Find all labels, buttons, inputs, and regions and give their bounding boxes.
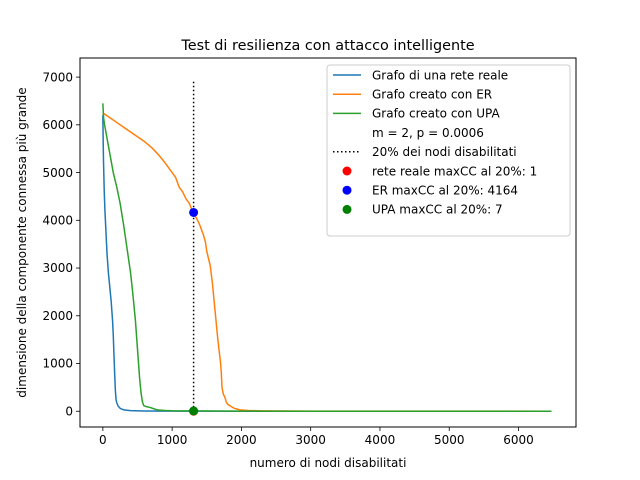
- x-tick-label: 5000: [434, 433, 465, 447]
- x-tick-label: 3000: [295, 433, 326, 447]
- x-tick-label: 4000: [365, 433, 396, 447]
- chart-title: Test di resilienza con attacco intellige…: [180, 38, 474, 54]
- y-tick-label: 4000: [42, 214, 73, 228]
- y-tick-label: 0: [65, 404, 73, 418]
- plot-frame: [79, 57, 577, 428]
- legend-label: Grafo di una rete reale: [372, 68, 508, 82]
- y-tick-label: 5000: [42, 166, 73, 180]
- plot-area: [102, 79, 552, 412]
- highlight-points: [189, 207, 199, 416]
- y-axis-ticks: 0 1000 2000 3000 4000 5000 6000 7000: [42, 70, 80, 418]
- x-axis-label: numero di nodi disabilitati: [250, 456, 407, 470]
- y-tick-label: 2000: [42, 309, 73, 323]
- x-tick-label: 2000: [226, 433, 257, 447]
- highlight-point-2: [189, 406, 199, 416]
- legend-label: Grafo creato con ER: [372, 88, 492, 102]
- legend-label: ER maxCC al 20%: 4164: [372, 184, 518, 198]
- legend-marker-swatch: [342, 185, 352, 195]
- series-line-2: [102, 103, 552, 412]
- legend-marker-swatch: [342, 166, 352, 176]
- series-line-0: [102, 115, 552, 412]
- series-line-1: [102, 112, 552, 412]
- y-tick-label: 1000: [42, 357, 73, 371]
- legend-items: Grafo di una rete reale Grafo creato con …: [333, 68, 537, 217]
- legend-label: UPA maxCC al 20%: 7: [372, 203, 503, 217]
- y-tick-label: 3000: [42, 261, 73, 275]
- legend-marker-swatch: [342, 204, 352, 214]
- x-axis-ticks: 0 1000 2000 3000 4000 5000 6000: [99, 427, 534, 447]
- legend: Grafo di una rete reale Grafo creato con …: [326, 64, 571, 237]
- legend-label: 20% dei nodi disabilitati: [372, 145, 517, 159]
- highlight-point-1: [189, 207, 199, 217]
- x-tick-label: 1000: [157, 433, 188, 447]
- axes: 0 1000 2000 3000 4000 5000 6000 0 1000 2000 3000 4…: [42, 57, 577, 447]
- legend-box: [326, 64, 571, 237]
- legend-label: rete reale maxCC al 20%: 1: [372, 164, 537, 178]
- y-tick-label: 7000: [42, 70, 73, 84]
- y-tick-label: 6000: [42, 118, 73, 132]
- legend-label: Grafo creato con UPA: [372, 107, 500, 121]
- y-axis-label: dimensione della componente connessa più…: [15, 87, 29, 397]
- x-tick-label: 0: [99, 433, 107, 447]
- legend-label: m = 2, p = 0.0006: [372, 126, 484, 140]
- x-tick-label: 6000: [503, 433, 534, 447]
